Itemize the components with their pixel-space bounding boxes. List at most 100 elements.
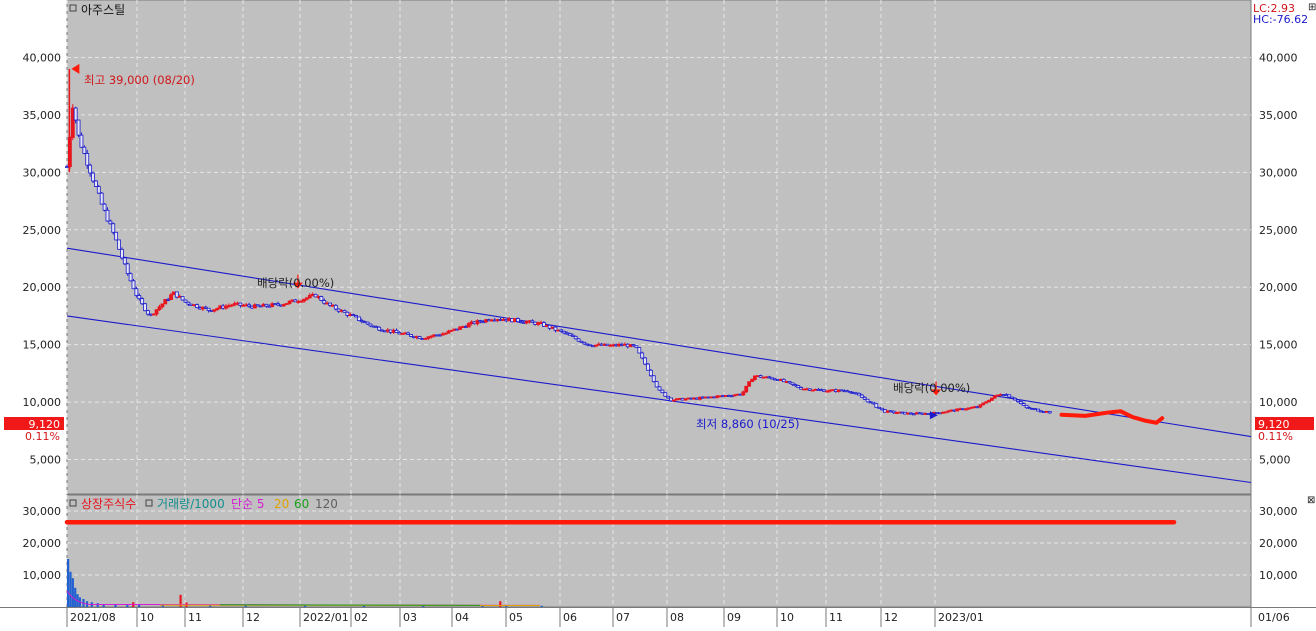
x-tick-label: 12 [884,611,898,624]
legend-volume: 거래량/1000 [157,497,225,511]
candle-down [357,317,360,321]
price-tick-label-right: 10,000 [1259,396,1298,409]
high-annotation: 최고 39,000 (08/20) [84,73,195,87]
x-tick-label: 02 [354,611,368,624]
price-tick-label-right: 5,000 [1259,454,1291,467]
price-tick-label-left: 30,000 [23,166,62,179]
price-tick-label-left: 40,000 [23,51,62,64]
x-tick-label: 04 [455,611,469,624]
panel-close-icon[interactable]: ⊠ [1307,495,1315,506]
candle-down [109,221,112,224]
volume-bar [541,606,543,607]
price-tick-label-left: 25,000 [23,224,62,237]
price-tick-label-left: 10,000 [23,396,62,409]
candle-down [1048,411,1051,413]
volume-tick-label-right: 10,000 [1259,569,1298,582]
candle-down [86,153,89,165]
price-tick-label-right: 15,000 [1259,339,1298,352]
candle-down [649,370,652,375]
candle-down [126,264,129,274]
candle-down [181,296,184,300]
x-tick-label: 06 [563,611,577,624]
volume-bar [97,603,99,607]
volume-tick-label-left: 20,000 [23,537,62,550]
candle-down [123,258,126,264]
candle-down [646,364,649,370]
candle-down [652,376,655,382]
dividend-label-2: 배당락(0.00%) [893,381,970,395]
price-tick-label-left: 5,000 [30,454,62,467]
volume-tick-label-right: 30,000 [1259,505,1298,518]
candle-up [170,295,173,300]
x-tick-label: 03 [403,611,417,624]
candle-down [115,232,118,240]
volume-plot-area[interactable] [67,495,1251,607]
volume-bar [69,572,71,607]
candle-down [80,135,83,147]
candle-down [320,297,323,301]
volume-bar [363,606,365,607]
candle-up [742,392,745,395]
candle-down [112,224,115,232]
price-plot-area[interactable] [67,0,1251,494]
candle-down [641,353,644,358]
candle-down [106,210,109,221]
candle-up [745,386,748,392]
legend-sma60: 60 [294,497,309,511]
candle-down [196,305,199,308]
candle-down [144,304,147,311]
x-tick-label: 11 [829,611,843,624]
candle-down [516,319,519,322]
candle-down [97,187,100,194]
candle-down [378,327,381,330]
x-tick-label: 2023/01 [938,611,984,624]
candle-down [94,181,97,187]
price-tick-label-right: 35,000 [1259,109,1298,122]
x-tick-label: 11 [188,611,202,624]
candle-up [158,307,161,310]
candle-down [92,173,95,181]
candle-down [77,120,80,135]
x-tick-label: 2022/01 [303,611,349,624]
candle-down [132,281,135,289]
low-annotation: 최저 8,860 (10/25) [696,417,800,431]
x-tick-label: 2021/08 [70,611,116,624]
candle-down [74,108,77,120]
price-tick-label-right: 20,000 [1259,281,1298,294]
candle-up [155,310,158,314]
x-tick-label: 08 [670,611,684,624]
candle-down [875,404,878,408]
chart-title: 아주스틸 [81,3,125,17]
candle-down [658,387,661,390]
legend-sma5: 단순 5 [231,497,265,511]
candle-down [664,393,667,397]
x-tick-label: 07 [616,611,630,624]
candle-down [118,240,121,249]
candle-down [103,204,106,210]
candle-up [161,304,164,307]
candle-down [129,274,132,281]
price-tick-label-left: 35,000 [23,109,62,122]
candle-down [100,193,103,204]
x-tick-label: 09 [727,611,741,624]
volume-tick-label-left: 30,000 [23,505,62,518]
price-tick-label-left: 20,000 [23,281,62,294]
price-tick-label-right: 25,000 [1259,224,1298,237]
volume-bar [114,605,116,607]
price-tick-label-left: 15,000 [23,339,62,352]
candle-down [146,311,149,314]
x-tick-label: 12 [246,611,260,624]
candle-up [467,324,470,327]
candle-down [141,299,144,304]
volume-bar [72,578,74,607]
dividend-label-1: 배당락(0.00%) [257,276,334,290]
volume-bar [67,559,69,607]
candle-down [655,382,658,387]
x-tick-label: 10 [780,611,794,624]
candle-down [120,249,123,258]
fullscreen-icon[interactable]: ⊞ [1308,2,1316,13]
current-change-left: 0.11% [25,430,60,443]
volume-tick-label-right: 20,000 [1259,537,1298,550]
